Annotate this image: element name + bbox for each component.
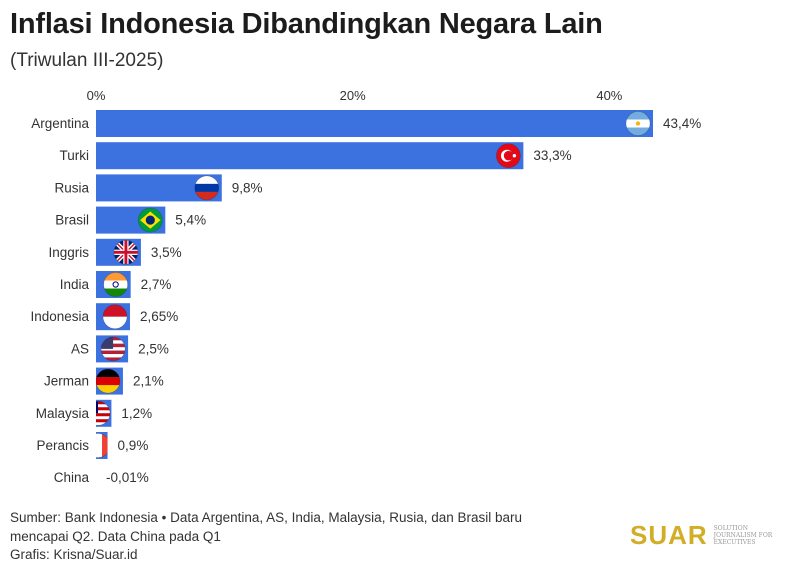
category-label: Inggris bbox=[48, 245, 89, 260]
bar bbox=[96, 110, 653, 137]
value-label: -0,01% bbox=[106, 470, 149, 485]
category-label: Argentina bbox=[31, 116, 89, 131]
x-tick-label: 20% bbox=[340, 88, 366, 103]
usa-flag-icon bbox=[100, 336, 126, 362]
chart-title: Inflasi Indonesia Dibandingkan Negara La… bbox=[10, 8, 603, 40]
x-tick-label: 40% bbox=[596, 88, 622, 103]
brazil-flag-icon bbox=[138, 207, 163, 233]
category-label: Malaysia bbox=[36, 406, 90, 421]
malaysia-flag-icon bbox=[96, 401, 111, 426]
value-label: 2,1% bbox=[133, 374, 164, 389]
x-tick-label: 0% bbox=[87, 88, 106, 103]
value-label: 5,4% bbox=[175, 213, 206, 228]
category-label: Indonesia bbox=[30, 309, 89, 324]
value-label: 9,8% bbox=[232, 180, 263, 195]
india-flag-icon bbox=[103, 272, 128, 297]
category-label: AS bbox=[71, 341, 89, 356]
chart-footer: Sumber: Bank Indonesia • Data Argentina,… bbox=[10, 509, 600, 565]
category-label: India bbox=[60, 277, 90, 292]
bar-chart: 0% 20% 40% Argentina 43,4% Turki 33,3% Rusia 9,8… bbox=[30, 88, 701, 485]
category-label: Perancis bbox=[36, 438, 89, 453]
logo-tagline: Solution Journalism for Executives bbox=[713, 525, 773, 546]
category-label: Rusia bbox=[54, 180, 89, 195]
value-label: 2,5% bbox=[138, 341, 169, 356]
category-label: Turki bbox=[60, 148, 90, 163]
graphic-credit: Grafis: Krisna/Suar.id bbox=[10, 547, 138, 562]
suar-logo: SUAR Solution Journalism for Executives bbox=[630, 520, 776, 551]
turkey-flag-icon bbox=[496, 143, 521, 168]
category-label: China bbox=[54, 470, 90, 485]
value-label: 3,5% bbox=[151, 245, 182, 260]
value-label: 0,9% bbox=[118, 438, 149, 453]
value-label: 43,4% bbox=[663, 116, 701, 131]
france-flag-icon bbox=[96, 433, 108, 458]
germany-flag-icon bbox=[96, 368, 121, 394]
argentina-flag-icon bbox=[625, 111, 651, 136]
source-note-line1: Sumber: Bank Indonesia • Data Argentina,… bbox=[10, 510, 523, 525]
value-label: 2,65% bbox=[140, 309, 178, 324]
category-label: Jerman bbox=[44, 374, 89, 389]
value-label: 2,7% bbox=[141, 277, 172, 292]
logo-wordmark: SUAR bbox=[630, 520, 708, 550]
category-label: Brasil bbox=[55, 213, 89, 228]
indonesia-flag-icon bbox=[102, 304, 128, 329]
russia-flag-icon bbox=[194, 175, 220, 201]
bar bbox=[96, 142, 524, 170]
uk-flag-icon bbox=[113, 240, 139, 265]
chart-subtitle: (Triwulan III-2025) bbox=[10, 50, 164, 71]
value-label: 1,2% bbox=[121, 406, 152, 421]
value-label: 33,3% bbox=[533, 148, 571, 163]
source-note-line2: mencapai Q2. Data China pada Q1 bbox=[10, 528, 221, 544]
